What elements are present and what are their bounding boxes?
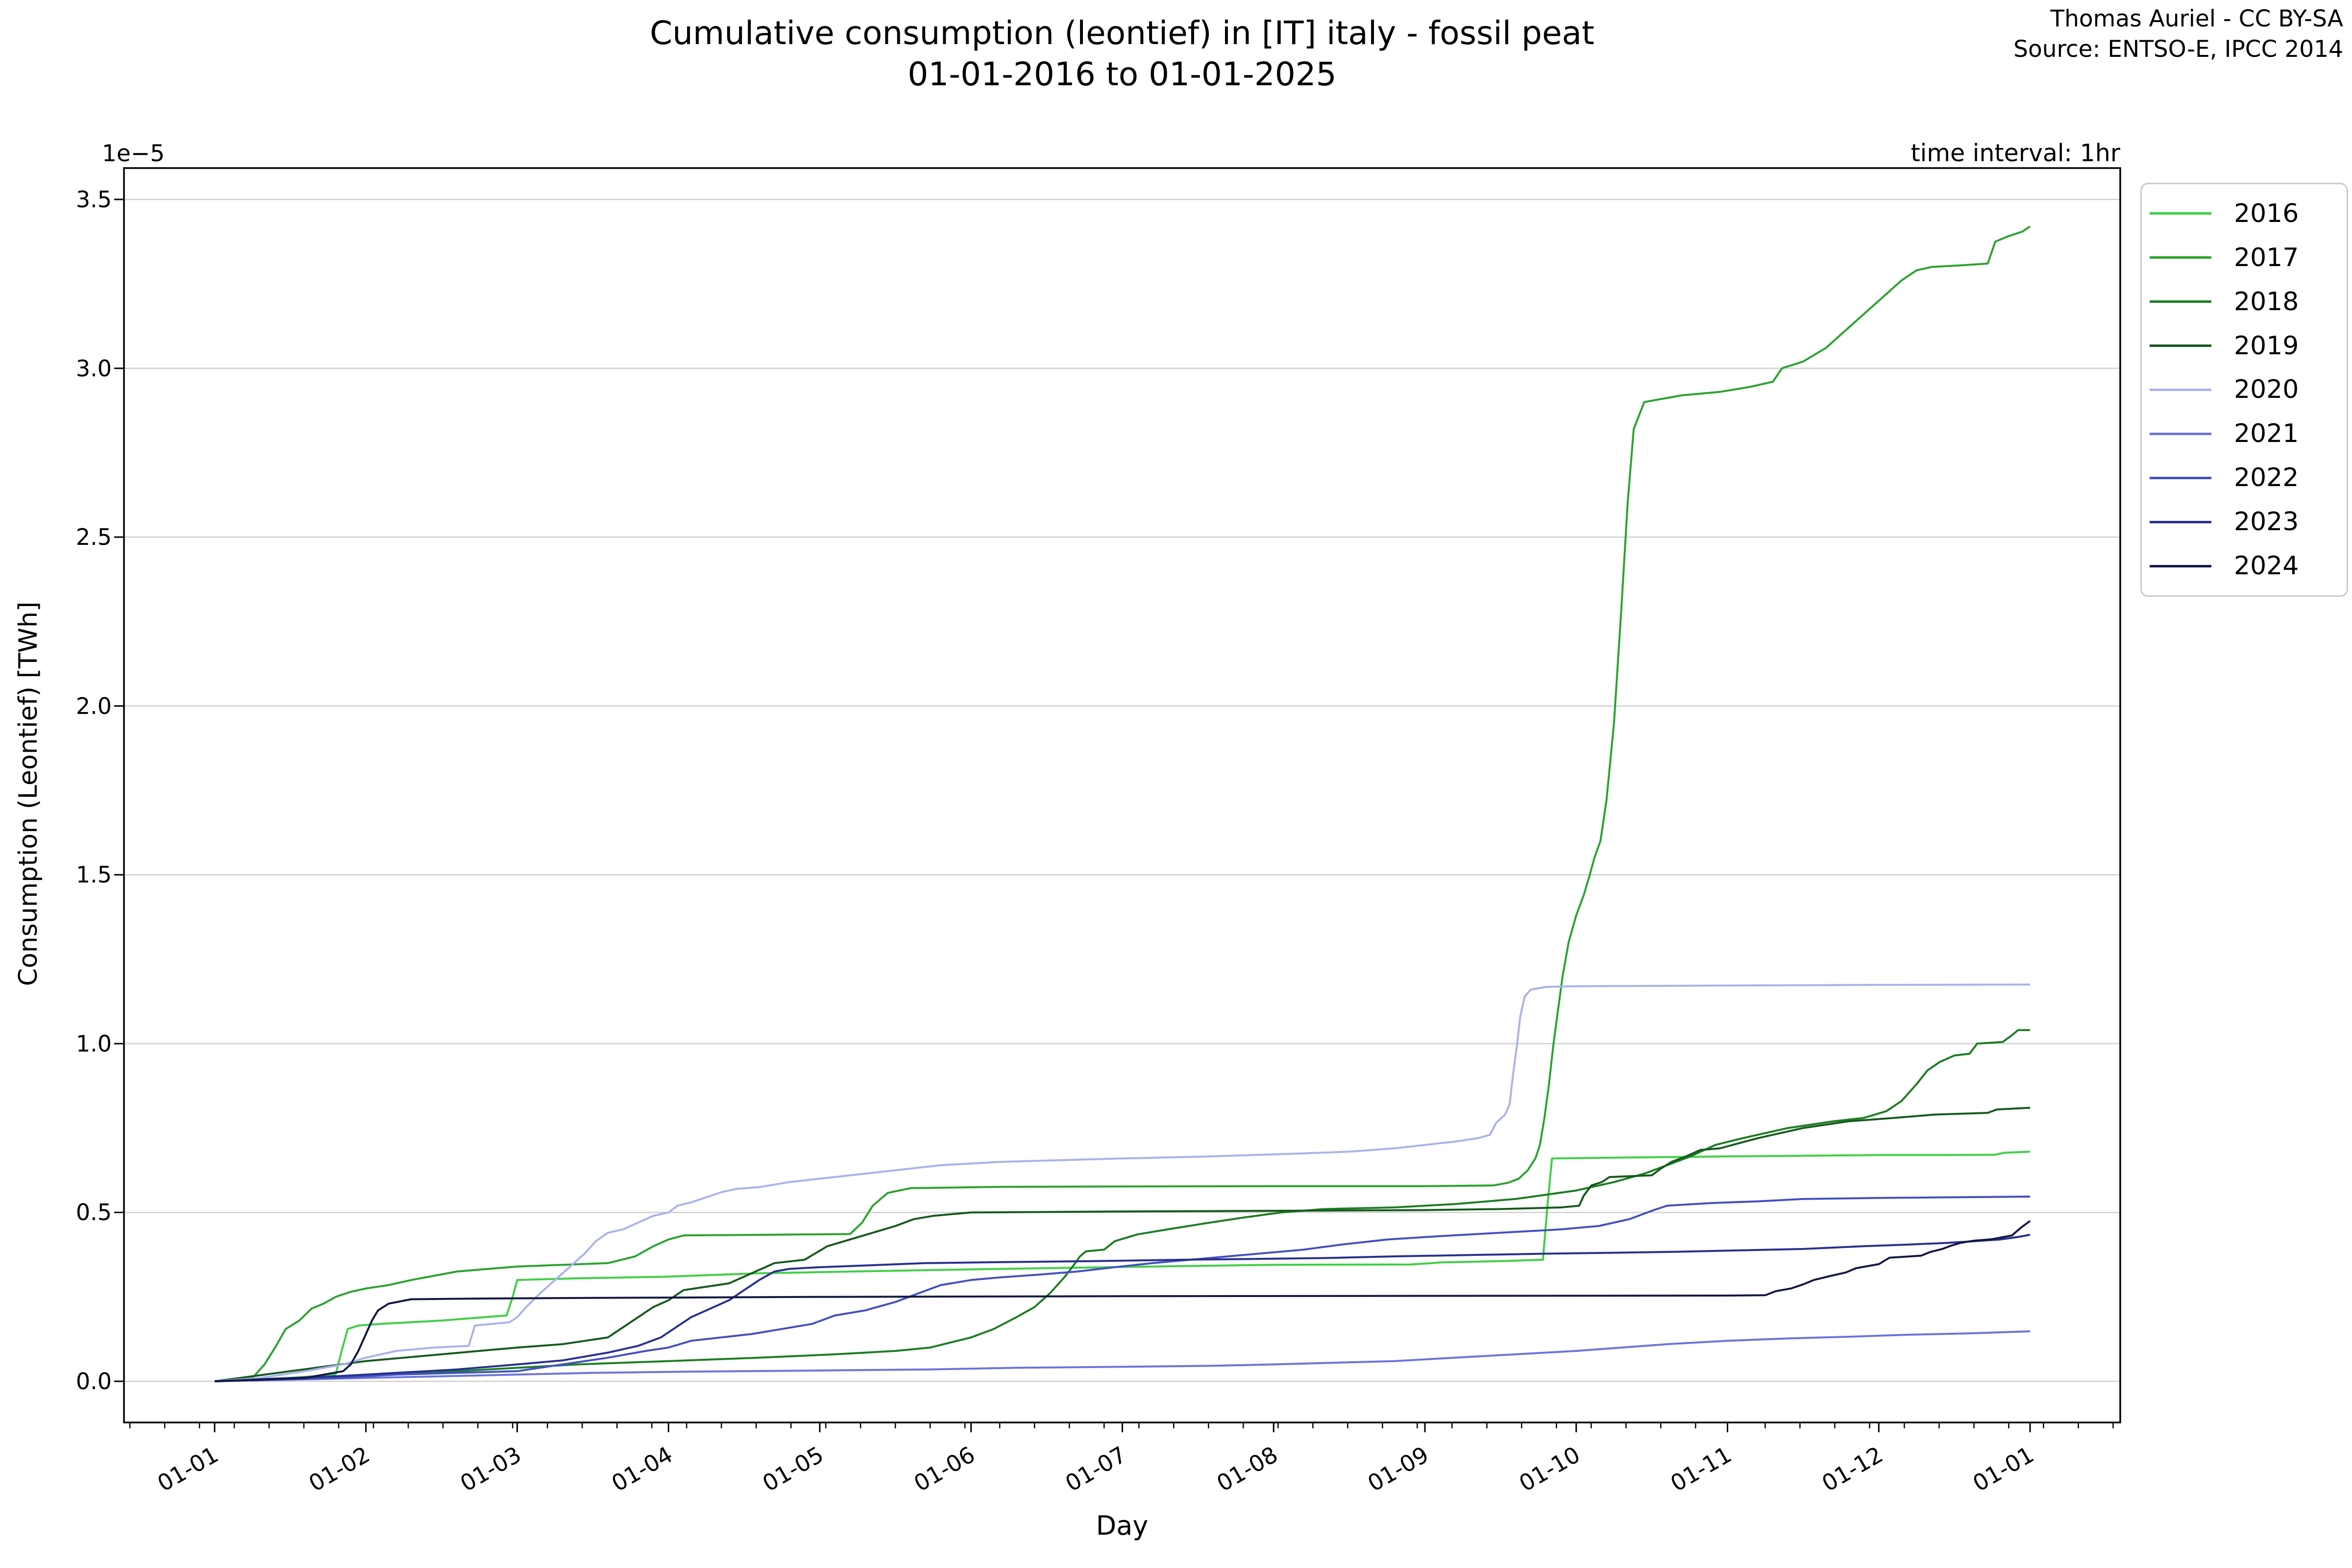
series-line-2017: [214, 225, 2031, 1382]
legend-item-2021: 2021: [2150, 419, 2347, 448]
legend-label-2020: 2020: [2234, 375, 2299, 405]
y-tick-label: 3.0: [75, 355, 112, 382]
legend-label-2024: 2024: [2234, 551, 2299, 581]
series-line-2022: [214, 1196, 2031, 1382]
legend-swatch-2017: [2150, 256, 2211, 259]
legend-swatch-2018: [2150, 300, 2211, 303]
legend-label-2021: 2021: [2234, 419, 2299, 449]
legend-item-2018: 2018: [2150, 287, 2347, 317]
y-axis-label: Consumption (Leontief) [TWh]: [14, 601, 43, 986]
y-tick-label: 0.5: [75, 1199, 112, 1226]
legend-label-2022: 2022: [2234, 463, 2299, 493]
legend-label-2023: 2023: [2234, 507, 2299, 537]
y-tick-label: 0.0: [75, 1368, 112, 1395]
legend-label-2016: 2016: [2234, 198, 2299, 228]
series-line-2019: [214, 1106, 2031, 1382]
chart-title: Cumulative consumption (leontief) in [IT…: [124, 13, 2120, 96]
y-axis-offset-text: 1e−5: [102, 140, 165, 167]
credit-author: Thomas Auriel - CC BY-SA: [2050, 5, 2343, 32]
legend-label-2017: 2017: [2234, 243, 2299, 272]
legend-item-2020: 2020: [2150, 375, 2347, 404]
legend-label-2019: 2019: [2234, 331, 2299, 361]
legend-swatch-2016: [2150, 212, 2211, 215]
x-axis-label: Day: [1096, 1510, 1149, 1541]
legend-swatch-2019: [2150, 344, 2211, 347]
credit-source: Source: ENTSO-E, IPCC 2014: [2013, 36, 2343, 63]
y-tick-label: 1.5: [75, 861, 112, 888]
series-line-2023: [214, 1233, 2031, 1382]
series-line-2018: [214, 1029, 2030, 1382]
legend-swatch-2021: [2150, 432, 2211, 435]
legend-swatch-2023: [2150, 520, 2211, 523]
y-tick-label: 2.0: [75, 692, 112, 719]
axes-frame: [123, 167, 2121, 1423]
legend-swatch-2022: [2150, 476, 2211, 479]
series-line-2021: [214, 1330, 2031, 1382]
legend-item-2016: 2016: [2150, 199, 2347, 228]
series-line-2016: [214, 1151, 2031, 1382]
legend-item-2017: 2017: [2150, 243, 2347, 272]
series-line-2024: [214, 1220, 2031, 1382]
y-tick-label: 3.5: [75, 186, 112, 213]
legend-item-2024: 2024: [2150, 551, 2347, 581]
credit-note: Thomas Auriel - CC BY-SA Source: ENTSO-E…: [2013, 4, 2343, 65]
time-interval-annotation: time interval: 1hr: [1911, 139, 2120, 167]
chart-title-line1: Cumulative consumption (leontief) in [IT…: [650, 14, 1594, 52]
legend-item-2022: 2022: [2150, 463, 2347, 492]
series-line-2020: [214, 983, 2031, 1382]
legend-label-2018: 2018: [2234, 287, 2299, 317]
y-tick-label: 1.0: [75, 1030, 112, 1057]
y-tick-label: 2.5: [75, 524, 112, 551]
legend-swatch-2020: [2150, 388, 2211, 391]
chart-title-line2: 01-01-2016 to 01-01-2025: [907, 55, 1337, 94]
legend-item-2023: 2023: [2150, 507, 2347, 537]
legend: 2016 2017 2018 2019 2020 2021 2022 2023 2024: [2140, 183, 2348, 597]
legend-swatch-2024: [2150, 564, 2211, 567]
legend-item-2019: 2019: [2150, 331, 2347, 361]
